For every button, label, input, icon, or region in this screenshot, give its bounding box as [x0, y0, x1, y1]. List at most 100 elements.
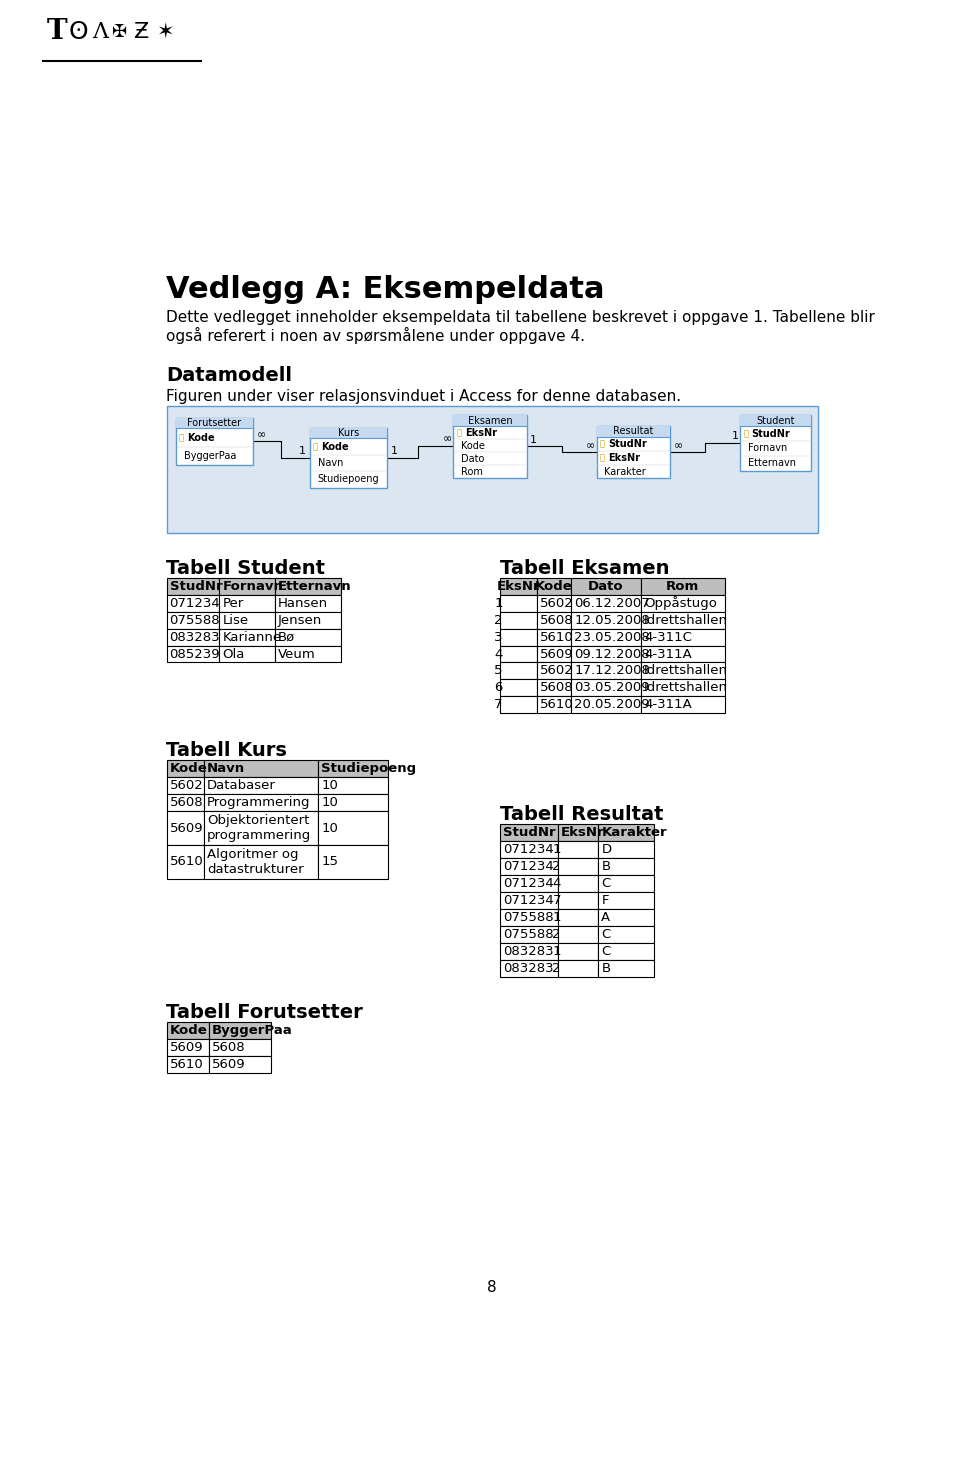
Bar — [500, 875, 558, 891]
Text: 20.05.2009: 20.05.2009 — [574, 699, 650, 712]
Bar — [500, 926, 558, 943]
Bar — [641, 645, 725, 662]
Text: Kode: Kode — [187, 433, 215, 442]
Bar — [500, 858, 558, 875]
Bar — [275, 611, 341, 629]
Text: 🔑: 🔑 — [600, 454, 605, 463]
Text: EksNr: EksNr — [465, 427, 497, 438]
Text: 2: 2 — [552, 961, 561, 975]
Text: 5609: 5609 — [212, 1058, 246, 1071]
Bar — [500, 960, 558, 976]
Text: 5609: 5609 — [170, 1040, 204, 1053]
Bar — [598, 858, 654, 875]
Text: 3: 3 — [494, 630, 503, 643]
Text: Idrettshallen: Idrettshallen — [644, 681, 728, 694]
Text: T: T — [47, 19, 67, 45]
Text: 🔑: 🔑 — [743, 429, 748, 438]
Bar — [176, 417, 253, 465]
Text: Ola: Ola — [223, 648, 245, 661]
Text: 2: 2 — [552, 859, 561, 872]
Text: 03.05.2009: 03.05.2009 — [574, 681, 650, 694]
Text: 12.05.2008: 12.05.2008 — [574, 614, 650, 626]
Text: C: C — [601, 945, 611, 957]
Bar — [500, 696, 537, 713]
Text: 1: 1 — [530, 435, 537, 445]
Text: 5: 5 — [494, 664, 503, 677]
Text: Resultat: Resultat — [613, 426, 654, 436]
Bar — [219, 595, 275, 611]
Bar — [537, 629, 571, 645]
Text: 23.05.2008: 23.05.2008 — [574, 630, 650, 643]
Text: 071234: 071234 — [503, 877, 554, 890]
Bar — [500, 891, 558, 909]
Bar — [204, 794, 319, 811]
Bar — [571, 611, 641, 629]
Text: Eksamen: Eksamen — [468, 416, 513, 426]
Text: 4-311A: 4-311A — [644, 699, 691, 712]
Text: 5602: 5602 — [540, 597, 574, 610]
Text: Programmering: Programmering — [206, 797, 310, 810]
Text: Studiepoeng: Studiepoeng — [322, 762, 417, 775]
Text: StudNr: StudNr — [752, 429, 790, 439]
Text: Hansen: Hansen — [278, 597, 328, 610]
Bar — [500, 943, 558, 960]
Text: 1: 1 — [552, 945, 561, 957]
Bar — [641, 696, 725, 713]
Bar — [319, 811, 388, 845]
Text: Kode: Kode — [535, 579, 573, 592]
Bar — [166, 1023, 209, 1039]
Text: Rom: Rom — [666, 579, 699, 592]
Text: Tabell Resultat: Tabell Resultat — [500, 805, 663, 824]
Text: 🔑: 🔑 — [179, 433, 184, 442]
Text: StudNr: StudNr — [170, 579, 222, 592]
Text: Kode: Kode — [170, 762, 207, 775]
Text: 1: 1 — [732, 432, 738, 442]
Bar — [319, 794, 388, 811]
Bar — [500, 680, 537, 696]
Text: 4-311C: 4-311C — [644, 630, 692, 643]
Text: 15: 15 — [322, 855, 339, 868]
Text: 4: 4 — [494, 648, 503, 661]
Bar — [209, 1056, 271, 1072]
Text: Idrettshallen: Idrettshallen — [644, 614, 728, 626]
Bar — [500, 578, 537, 595]
Text: 2: 2 — [494, 614, 503, 626]
Bar — [166, 645, 219, 662]
Text: 10: 10 — [322, 797, 338, 810]
Bar — [641, 680, 725, 696]
Text: Etternavn: Etternavn — [748, 458, 796, 468]
Text: 🔑: 🔑 — [313, 442, 318, 451]
Bar — [500, 611, 537, 629]
Text: 8: 8 — [487, 1280, 497, 1296]
Text: Tabell Eksamen: Tabell Eksamen — [500, 559, 669, 578]
Bar — [571, 629, 641, 645]
Bar — [166, 845, 204, 878]
Text: Rom: Rom — [461, 467, 483, 477]
Text: Idrettshallen: Idrettshallen — [644, 664, 728, 677]
Text: Navn: Navn — [206, 762, 245, 775]
Bar — [537, 611, 571, 629]
Text: Etternavn: Etternavn — [278, 579, 351, 592]
Bar — [500, 909, 558, 926]
Text: EksNr: EksNr — [561, 826, 605, 839]
Bar — [598, 926, 654, 943]
Bar — [166, 760, 204, 778]
Text: Karakter: Karakter — [601, 826, 667, 839]
Text: Dato: Dato — [588, 579, 624, 592]
Text: C: C — [601, 928, 611, 941]
Text: Navn: Navn — [318, 458, 343, 468]
Bar — [558, 909, 598, 926]
Text: Jensen: Jensen — [278, 614, 323, 626]
Bar — [209, 1023, 271, 1039]
Bar — [537, 595, 571, 611]
Text: 075588: 075588 — [170, 614, 220, 626]
Text: 2: 2 — [552, 928, 561, 941]
Text: Algoritmer og: Algoritmer og — [206, 848, 299, 861]
Bar — [571, 578, 641, 595]
Text: ∞: ∞ — [673, 441, 683, 451]
Text: også referert i noen av spørsmålene under oppgave 4.: også referert i noen av spørsmålene unde… — [166, 327, 586, 344]
Bar — [310, 427, 388, 438]
Bar — [558, 960, 598, 976]
Text: 085239: 085239 — [170, 648, 220, 661]
Text: 5610: 5610 — [540, 699, 574, 712]
